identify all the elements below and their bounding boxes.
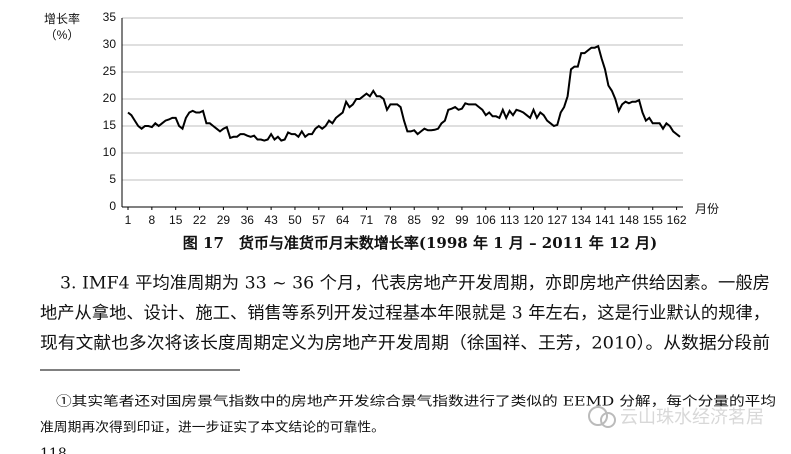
page-number: 118 [40,446,67,454]
x-label: 月份 [695,202,719,216]
x-tick-label: 1 [125,213,132,227]
y-label-unit: （%） [45,28,80,42]
x-tick-label: 15 [169,213,183,227]
y-tick-label: 0 [109,199,116,213]
y-tick-label: 10 [103,145,117,159]
x-tick-label: 106 [476,213,496,227]
x-tick-label: 57 [312,213,326,227]
watermark-icon [588,406,616,428]
x-tick-label: 148 [619,213,639,227]
x-tick-label: 43 [264,213,278,227]
x-tick-label: 99 [455,213,469,227]
y-tick-label: 20 [103,91,117,105]
x-tick-label: 29 [217,213,231,227]
footnote-line: 准周期再次得到印证，进一步证实了本文结论的可靠性。 [40,420,385,436]
data-line [127,44,681,142]
footnote-line: ①其实笔者还对国房景气指数中的房地产开发综合景气指数进行了类似的 EEMD 分解… [56,394,776,410]
y-tick-label: 30 [103,37,117,51]
x-tick-label: 141 [595,213,615,227]
x-tick-label: 127 [547,213,567,227]
x-tick-label: 134 [571,213,591,227]
x-tick-label: 92 [431,213,445,227]
y-tick-label: 25 [103,64,117,78]
y-tick-label: 5 [109,172,116,186]
x-tick-label: 8 [149,213,156,227]
x-tick-label: 22 [193,213,207,227]
y-label: 增长率 [44,11,80,26]
paragraph-line: 现有文献也多次将该长度周期定义为房地产开发周期（徐国祥、王芳，2010）。从数据… [40,334,770,354]
x-tick-label: 36 [241,213,255,227]
x-tick-label: 162 [667,213,687,227]
paragraph-line: 3. IMF4 平均准周期为 33 ~ 36 个月，代表房地产开发周期，亦即房地… [60,274,770,294]
paragraph-line: 地产从拿地、设计、施工、销售等系列开发过程基本年限就是 3 年左右，这是行业默认… [40,303,770,324]
caption: 图 17 货币与准货币月末数增长率(1998 年 1 月 – 2011 年 12… [183,234,657,252]
watermark: 云山珠水经济茗居 [620,407,764,428]
x-tick-label: 113 [500,213,519,227]
x-tick-label: 120 [523,213,543,227]
x-tick-label: 50 [288,213,302,227]
x-tick-label: 155 [643,213,663,227]
x-tick-label: 85 [408,213,422,227]
x-tick-label: 71 [360,213,374,227]
y-tick-label: 15 [103,118,117,132]
y-tick-label: 35 [103,10,117,24]
x-tick-label: 78 [384,213,398,227]
x-tick-label: 64 [336,213,350,227]
